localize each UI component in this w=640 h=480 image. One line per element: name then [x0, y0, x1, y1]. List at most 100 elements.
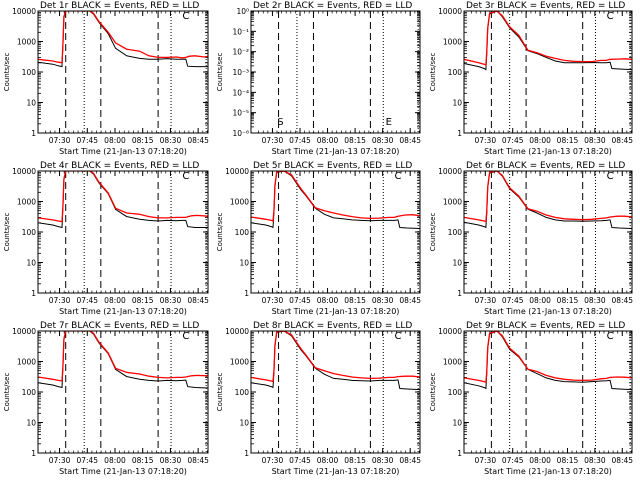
- y-tick-label: 10000: [12, 327, 36, 336]
- y-tick-label: 100: [22, 68, 37, 77]
- x-tick-label: 07:30: [474, 136, 496, 145]
- x-tick-label: 08:15: [132, 456, 154, 465]
- x-axis-label: Start Time (21-Jan-13 07:18:20): [484, 467, 612, 476]
- panel-title: Det 7r BLACK = Events, RED = LLD: [40, 321, 199, 331]
- x-tick-label: 08:30: [372, 456, 394, 465]
- y-tick-label: 1000: [443, 38, 462, 47]
- x-tick-label: 07:30: [474, 296, 496, 305]
- x-axis-label: Start Time (21-Jan-13 07:18:20): [484, 307, 612, 316]
- x-tick-label: 07:45: [289, 136, 311, 145]
- x-tick-label: 07:45: [76, 296, 98, 305]
- series-lld-line: [38, 171, 208, 223]
- plot-frame: [37, 170, 209, 294]
- x-tick-label: 08:15: [132, 296, 154, 305]
- x-tick-label: 08:15: [557, 136, 579, 145]
- y-tick-label: 10⁻¹: [232, 27, 249, 36]
- panel-title: Det 3r BLACK = Events, RED = LLD: [466, 1, 625, 11]
- x-tick-label: 08:45: [399, 296, 421, 305]
- y-tick-label: 10⁰: [236, 7, 249, 16]
- y-tick-label: 10: [452, 99, 462, 108]
- x-tick-label: 08:45: [187, 296, 209, 305]
- y-tick-label: 10: [239, 419, 249, 428]
- y-axis-label: Counts/sec: [216, 373, 224, 412]
- x-tick-label: 07:45: [502, 296, 524, 305]
- x-tick-label: 07:30: [49, 296, 71, 305]
- y-axis-label: Counts/sec: [429, 213, 437, 252]
- x-tick-label: 08:30: [584, 136, 606, 145]
- x-tick-label: 08:15: [132, 136, 154, 145]
- panel-9: Det 9r BLACK = Events, RED = LLD Counts/s…: [429, 321, 633, 476]
- x-tick-label: 07:30: [262, 456, 284, 465]
- plot-frame: [37, 10, 209, 134]
- x-tick-label: 08:45: [399, 136, 421, 145]
- x-tick-label: 08:45: [187, 456, 209, 465]
- y-axis-label: Counts/sec: [3, 373, 11, 412]
- y-tick-label: 1: [244, 449, 249, 458]
- y-tick-label: 10: [239, 259, 249, 268]
- x-tick-label: 08:15: [344, 136, 366, 145]
- annotation-letter: E: [386, 117, 392, 128]
- x-tick-label: 08:30: [584, 456, 606, 465]
- y-tick-label: 10: [26, 419, 36, 428]
- x-tick-label: 08:15: [557, 296, 579, 305]
- x-tick-label: 08:30: [584, 296, 606, 305]
- x-tick-label: 08:30: [160, 296, 182, 305]
- y-tick-label: 100: [22, 228, 37, 237]
- x-tick-label: 07:45: [289, 456, 311, 465]
- series-lld-line: [251, 171, 420, 222]
- x-tick-label: 08:15: [557, 456, 579, 465]
- x-tick-label: 08:00: [317, 296, 339, 305]
- y-tick-label: 1: [457, 129, 462, 138]
- y-axis-label: Counts/sec: [3, 213, 11, 252]
- x-tick-label: 08:00: [104, 296, 126, 305]
- x-axis-label: Start Time (21-Jan-13 07:18:20): [272, 467, 400, 476]
- series-lld-line: [464, 331, 632, 384]
- plot-frame: [250, 10, 421, 134]
- panel-title: Det 1r BLACK = Events, RED = LLD: [40, 1, 199, 11]
- x-tick-label: 08:30: [372, 136, 394, 145]
- plot-frame: [463, 10, 633, 134]
- y-tick-label: 10000: [225, 327, 249, 336]
- y-tick-label: 1: [31, 289, 36, 298]
- panel-title: Det 6r BLACK = Events, RED = LLD: [466, 161, 625, 171]
- y-tick-label: 100: [448, 228, 463, 237]
- y-tick-label: 10⁻⁵: [232, 109, 249, 118]
- y-tick-label: 1000: [443, 198, 462, 207]
- y-tick-label: 10000: [12, 7, 36, 16]
- x-tick-label: 07:30: [474, 456, 496, 465]
- y-tick-label: 1000: [17, 198, 36, 207]
- annotation-letter: C: [182, 11, 189, 22]
- y-tick-label: 10000: [225, 167, 249, 176]
- annotation-letter: C: [182, 331, 189, 342]
- x-tick-label: 07:30: [262, 296, 284, 305]
- y-tick-label: 10000: [438, 327, 462, 336]
- y-tick-label: 10⁻⁴: [232, 88, 249, 97]
- annotation-letter: C: [607, 11, 614, 22]
- panel-title: Det 2r BLACK = Events, RED = LLD: [253, 1, 412, 11]
- panel-7: Det 7r BLACK = Events, RED = LLD Counts/s…: [3, 321, 209, 476]
- y-tick-label: 1: [31, 449, 36, 458]
- x-tick-label: 07:45: [76, 456, 98, 465]
- series-lld-line: [464, 171, 632, 223]
- x-tick-label: 08:00: [104, 456, 126, 465]
- annotation-letter: C: [607, 171, 614, 182]
- x-tick-label: 07:45: [502, 136, 524, 145]
- x-axis-label: Start Time (21-Jan-13 07:18:20): [484, 147, 612, 156]
- plot-frame: [463, 170, 633, 294]
- y-tick-label: 10000: [438, 167, 462, 176]
- y-tick-label: 10⁻²: [232, 48, 249, 57]
- annotation-letter: C: [607, 331, 614, 342]
- y-axis-label: Counts/sec: [216, 213, 224, 252]
- y-tick-label: 100: [235, 388, 250, 397]
- series-lld-line: [38, 331, 208, 382]
- x-axis-label: Start Time (21-Jan-13 07:18:20): [272, 147, 400, 156]
- y-tick-label: 10000: [438, 7, 462, 16]
- annotation-letter: S: [277, 117, 283, 128]
- y-tick-label: 100: [22, 388, 37, 397]
- x-tick-label: 08:45: [611, 456, 633, 465]
- panel-2: Det 2r BLACK = Events, RED = LLD Counts/s…: [216, 1, 421, 156]
- y-tick-label: 10: [26, 99, 36, 108]
- plot-frame: [463, 330, 633, 454]
- panel-1: Det 1r BLACK = Events, RED = LLD Counts/s…: [3, 1, 209, 156]
- x-tick-label: 07:30: [49, 136, 71, 145]
